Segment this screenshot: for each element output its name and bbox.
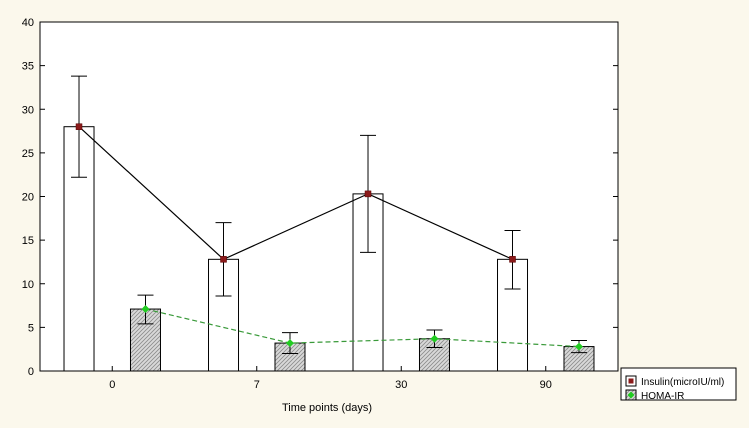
x-tick-label: 7 [254,379,260,391]
plot-area [39,21,619,372]
x-axis: 0 7 30 90 [109,366,552,391]
x-tick-label: 30 [395,379,407,391]
legend-marker-insulin [628,378,634,384]
insulin-point [364,190,372,198]
legend: Insulin(microIU/ml) HOMA-IR [620,367,737,402]
homa-ir-point [430,334,439,343]
legend-box [620,367,737,401]
y-tick-label: 30 [22,104,34,116]
x-tick-label: 0 [109,379,115,391]
y-tick-label: 0 [28,366,34,378]
markers [75,123,583,351]
y-tick-label: 10 [22,279,34,291]
y-tick-label: 15 [22,235,34,247]
y-tick-label: 25 [22,148,34,160]
series-lines [78,126,580,348]
insulin-series-line [78,126,513,261]
homa-ir-point [285,339,294,348]
insulin-point [509,256,516,263]
homa-ir-point [141,305,150,314]
y-tick-label: 35 [22,61,34,73]
y-tick-label: 20 [22,192,34,204]
x-tick-label: 90 [540,379,552,391]
y-tick-label: 40 [22,17,34,29]
legend-label-homa-ir: HOMA-IR [641,391,684,402]
error-bars [71,75,587,355]
legend-label-insulin: Insulin(microIU/ml) [641,377,724,388]
y-axis: 0 5 10 15 20 25 30 35 40 [22,17,618,378]
homa-ir-point [574,342,583,351]
homa-ir-series-line [145,308,580,348]
y-tick-label: 5 [28,322,34,334]
insulin-point [75,123,83,130]
insulin-point [220,256,227,263]
x-axis-title: Time points (days) [282,402,372,414]
legend-marker-homa-ir [627,391,635,399]
